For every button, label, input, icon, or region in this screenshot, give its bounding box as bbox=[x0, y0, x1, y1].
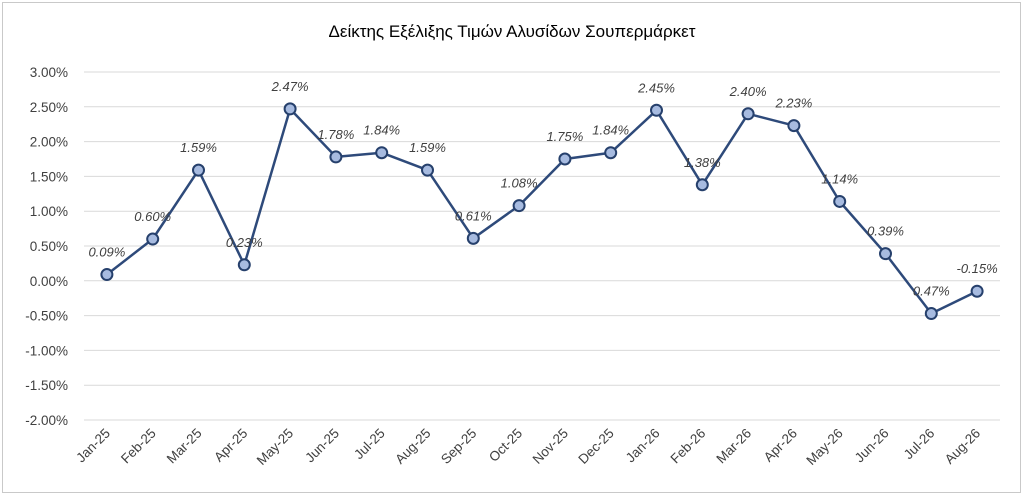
data-label: 0.39% bbox=[867, 224, 904, 239]
data-label: 0.09% bbox=[88, 245, 125, 260]
y-tick-label: 1.50% bbox=[30, 169, 68, 184]
data-point bbox=[970, 284, 984, 298]
x-tick-label: Feb-26 bbox=[668, 426, 709, 467]
data-point bbox=[375, 146, 389, 160]
x-tick-label: Jan-25 bbox=[73, 426, 113, 466]
data-point bbox=[100, 268, 114, 282]
x-tick-label: May-26 bbox=[803, 426, 845, 468]
y-axis-ticks: 3.00% 2.50% 2.00% 1.50% 1.00% 0.50% 0.00% -0.50… bbox=[25, 65, 68, 428]
x-tick-label: Jun-25 bbox=[302, 426, 342, 466]
data-point bbox=[329, 150, 343, 164]
data-point bbox=[146, 232, 160, 246]
data-label: -0.15% bbox=[956, 261, 997, 276]
x-tick-label: Nov-25 bbox=[530, 426, 571, 467]
y-tick-label: 1.00% bbox=[30, 204, 68, 219]
data-point bbox=[879, 247, 892, 261]
y-tick-label: 2.00% bbox=[30, 135, 68, 150]
y-tick-label: 0.50% bbox=[30, 239, 68, 254]
data-label: 2.47% bbox=[271, 79, 309, 94]
data-point bbox=[787, 119, 801, 133]
data-point bbox=[283, 102, 297, 116]
data-label: 1.59% bbox=[180, 140, 217, 155]
y-tick-label: 3.00% bbox=[30, 65, 68, 80]
series-line-path bbox=[106, 107, 978, 315]
data-label: 1.38% bbox=[684, 155, 721, 170]
x-tick-label: Aug-25 bbox=[392, 426, 433, 467]
x-tick-label: Apr-26 bbox=[761, 426, 800, 465]
x-tick-label: Oct-25 bbox=[486, 426, 525, 465]
data-points bbox=[100, 102, 984, 321]
data-point bbox=[833, 194, 847, 208]
y-tick-label: 2.50% bbox=[30, 100, 68, 115]
x-tick-label: Sep-25 bbox=[438, 426, 479, 467]
data-point bbox=[421, 163, 434, 177]
y-tick-label: -1.50% bbox=[25, 378, 68, 393]
x-axis-ticks: Jan-25 Feb-25 Mar-25 Apr-25 May-25 Jun-25 Jul-… bbox=[73, 426, 983, 468]
data-point bbox=[466, 231, 480, 245]
x-tick-label: Aug-26 bbox=[942, 426, 983, 467]
data-label: 2.40% bbox=[729, 84, 767, 99]
data-point bbox=[741, 107, 755, 121]
data-point bbox=[650, 103, 663, 117]
data-label: 1.84% bbox=[592, 123, 629, 138]
x-tick-label: Mar-26 bbox=[713, 426, 754, 467]
y-tick-label: -0.50% bbox=[25, 309, 68, 324]
x-tick-label: Jul-26 bbox=[901, 426, 938, 463]
data-point bbox=[512, 199, 526, 213]
x-tick-label: May-25 bbox=[254, 426, 296, 468]
data-point bbox=[237, 258, 251, 272]
data-point bbox=[604, 146, 618, 160]
gridlines bbox=[84, 71, 1000, 421]
data-label: 1.14% bbox=[821, 171, 858, 186]
x-tick-label: Feb-25 bbox=[118, 426, 159, 467]
data-labels: 0.09% 0.60% 1.59% 0.23% 2.47% 1.78% 1.84% 1.59%… bbox=[88, 79, 997, 299]
data-label: 0.60% bbox=[134, 209, 171, 224]
data-label: 1.75% bbox=[546, 129, 583, 144]
y-tick-label: -1.00% bbox=[25, 343, 68, 358]
x-tick-label: Jun-26 bbox=[852, 426, 892, 466]
series-line bbox=[106, 107, 978, 315]
x-tick-label: Jul-25 bbox=[351, 426, 388, 463]
x-tick-label: Mar-25 bbox=[164, 426, 205, 467]
data-label: 2.23% bbox=[774, 96, 812, 111]
data-label: 2.45% bbox=[637, 80, 675, 95]
data-label: 0.61% bbox=[455, 208, 492, 223]
y-tick-label: 0.00% bbox=[30, 274, 68, 289]
chart-title: Δείκτης Εξέλιξης Τιμών Αλυσίδων Σουπερμά… bbox=[329, 22, 696, 41]
x-tick-label: Dec-25 bbox=[575, 426, 616, 467]
data-label: 1.84% bbox=[363, 123, 400, 138]
data-point bbox=[192, 163, 205, 177]
data-label: 0.23% bbox=[226, 235, 263, 250]
data-label: 1.78% bbox=[317, 127, 354, 142]
data-point bbox=[695, 178, 709, 192]
data-point bbox=[924, 307, 938, 321]
data-label: 1.08% bbox=[501, 176, 538, 191]
data-label: 0.47% bbox=[913, 284, 950, 299]
data-label: 1.59% bbox=[409, 140, 446, 155]
data-point bbox=[558, 152, 572, 166]
x-tick-label: Apr-25 bbox=[211, 426, 250, 465]
y-tick-label: -2.00% bbox=[25, 413, 68, 428]
x-tick-label: Jan-26 bbox=[623, 426, 663, 466]
